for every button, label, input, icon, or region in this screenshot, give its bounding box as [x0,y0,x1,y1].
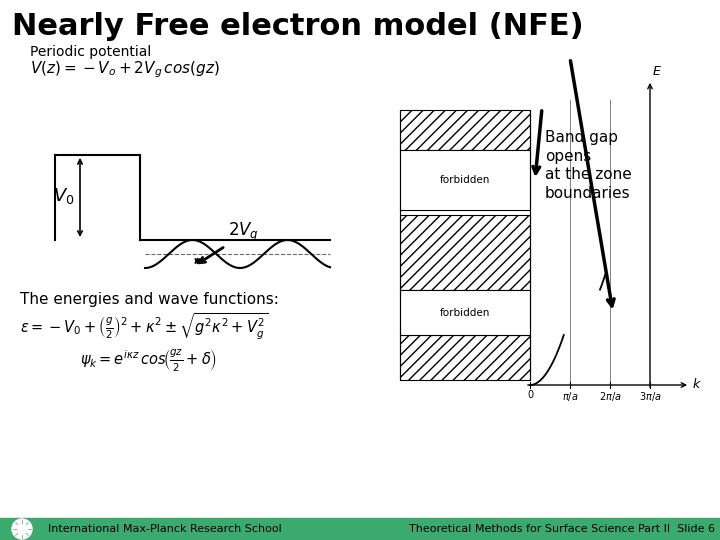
Text: $2\pi/a$: $2\pi/a$ [598,390,621,403]
Text: $\pi/a$: $\pi/a$ [562,390,578,403]
Text: Theoretical Methods for Surface Science Part II  Slide 6: Theoretical Methods for Surface Science … [409,524,715,534]
Bar [400,215,530,290]
Text: Band gap
opens
at the zone
boundaries: Band gap opens at the zone boundaries [545,130,631,201]
Text: $\epsilon = -V_0 + \left(\frac{g}{2}\right)^2 + \kappa^2 \pm \sqrt{g^2\kappa^2 +: $\epsilon = -V_0 + \left(\frac{g}{2}\rig… [20,312,268,342]
Bar [400,335,530,380]
Circle shape [12,519,32,539]
Bar [400,110,530,150]
Text: 0: 0 [527,390,533,400]
Bar [400,150,530,210]
Text: forbidden: forbidden [440,175,490,185]
Text: $2V_g$: $2V_g$ [228,221,258,244]
Text: $V(z) = -V_o+2V_g\,cos(gz)$: $V(z) = -V_o+2V_g\,cos(gz)$ [30,59,220,79]
Bar [400,290,530,335]
Text: $V_0$: $V_0$ [53,186,75,206]
Text: Nearly Free electron model (NFE): Nearly Free electron model (NFE) [12,12,584,41]
Text: E: E [653,65,661,78]
Bar [0,518,720,540]
Text: $3\pi/a$: $3\pi/a$ [639,390,662,403]
Text: International Max-Planck Research School: International Max-Planck Research School [48,524,282,534]
Text: The energies and wave functions:: The energies and wave functions: [20,292,279,307]
Text: forbidden: forbidden [440,307,490,318]
Text: k: k [693,379,701,392]
Text: Periodic potential: Periodic potential [30,45,151,59]
Text: $\psi_k = e^{i\kappa z}\,cos\!\left(\frac{gz}{2} + \delta\right)$: $\psi_k = e^{i\kappa z}\,cos\!\left(\fra… [80,348,217,374]
